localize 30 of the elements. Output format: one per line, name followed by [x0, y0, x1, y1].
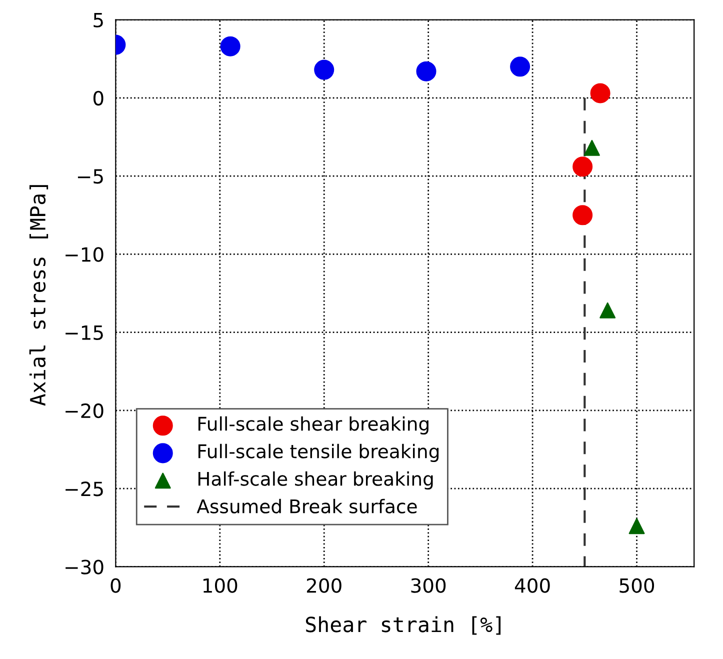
x-tick-label: 400 — [514, 578, 550, 593]
point — [314, 60, 334, 80]
point — [584, 140, 600, 156]
x-axis-title: Shear strain [%] — [306, 616, 501, 635]
point — [510, 56, 530, 77]
point — [416, 61, 436, 82]
y-tick-label: −25 — [66, 482, 103, 496]
y-tick-label: −5 — [78, 169, 103, 184]
x-tick-label: 0 — [110, 578, 121, 593]
y-tick-label: −10 — [66, 247, 104, 262]
y-tick-label: −15 — [66, 326, 103, 340]
point — [628, 518, 645, 534]
point — [590, 83, 610, 104]
y-tick-label: −30 — [66, 560, 104, 574]
point — [572, 156, 593, 177]
legend-label: Full-scale tensile breaking — [198, 444, 439, 462]
point — [220, 36, 240, 56]
legend-label: Half-scale shear breaking — [198, 471, 433, 490]
point — [572, 205, 593, 226]
x-tick-label: 500 — [620, 578, 654, 593]
point — [600, 302, 616, 318]
y-axis-title: Axial stress [MPa] — [29, 185, 48, 406]
x-tick-label: 200 — [306, 578, 342, 593]
y-tick-label: 5 — [94, 12, 103, 28]
y-tick-label: 0 — [93, 90, 104, 106]
legend-label: Assumed Break surface — [196, 498, 417, 514]
y-tick-label: −20 — [66, 403, 104, 418]
legend-label: Full-scale shear breaking — [198, 416, 428, 434]
x-tick-label: 300 — [411, 578, 446, 593]
x-tick-label: 100 — [203, 578, 238, 593]
